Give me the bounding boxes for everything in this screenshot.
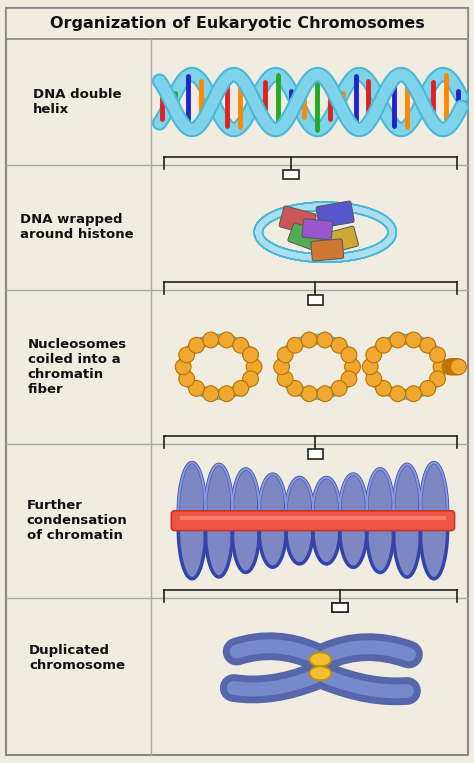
Circle shape	[233, 337, 248, 353]
FancyBboxPatch shape	[288, 223, 323, 251]
Circle shape	[203, 332, 219, 348]
Text: Nucleosomes
coiled into a
chromatin
fiber: Nucleosomes coiled into a chromatin fibe…	[27, 338, 127, 396]
Circle shape	[420, 337, 436, 353]
Bar	[6, 8, 468, 40]
Circle shape	[203, 386, 219, 401]
Circle shape	[189, 381, 204, 396]
Circle shape	[430, 347, 446, 362]
Circle shape	[287, 337, 303, 353]
Circle shape	[362, 359, 378, 375]
Circle shape	[447, 359, 462, 375]
Circle shape	[341, 371, 357, 387]
Circle shape	[277, 371, 293, 387]
FancyBboxPatch shape	[302, 219, 333, 240]
Circle shape	[219, 332, 234, 348]
Text: Organization of Eukaryotic Chromosomes: Organization of Eukaryotic Chromosomes	[50, 16, 424, 31]
Circle shape	[451, 359, 466, 375]
Polygon shape	[259, 474, 286, 513]
Polygon shape	[313, 527, 340, 564]
Circle shape	[317, 332, 333, 348]
Circle shape	[233, 381, 248, 396]
Circle shape	[420, 381, 436, 396]
Circle shape	[179, 347, 194, 362]
Circle shape	[406, 332, 421, 348]
Text: Further
condensation
of chromatin: Further condensation of chromatin	[27, 499, 128, 542]
Text: DNA wrapped
around histone: DNA wrapped around histone	[20, 214, 134, 241]
Circle shape	[243, 347, 258, 362]
Circle shape	[331, 381, 347, 396]
FancyBboxPatch shape	[321, 226, 358, 254]
Bar	[332, 603, 348, 613]
Circle shape	[301, 332, 317, 348]
Circle shape	[287, 381, 303, 396]
Polygon shape	[232, 469, 260, 513]
Circle shape	[366, 371, 382, 387]
Ellipse shape	[310, 666, 331, 680]
FancyBboxPatch shape	[172, 511, 455, 530]
Bar	[308, 449, 323, 459]
Bar	[332, 603, 348, 613]
Circle shape	[366, 347, 382, 362]
Bar	[283, 169, 299, 179]
Circle shape	[448, 359, 464, 375]
Polygon shape	[286, 478, 313, 513]
Circle shape	[273, 359, 290, 375]
Circle shape	[445, 359, 461, 375]
Circle shape	[376, 337, 392, 353]
FancyBboxPatch shape	[279, 206, 316, 235]
Polygon shape	[259, 527, 286, 567]
Circle shape	[189, 337, 204, 353]
Circle shape	[442, 359, 458, 375]
Circle shape	[301, 386, 317, 401]
Polygon shape	[366, 527, 394, 572]
FancyBboxPatch shape	[316, 201, 354, 228]
Polygon shape	[286, 527, 313, 564]
Circle shape	[406, 386, 421, 401]
Circle shape	[331, 337, 347, 353]
Polygon shape	[205, 465, 233, 513]
Circle shape	[449, 359, 465, 375]
Polygon shape	[313, 478, 340, 513]
Text: Duplicated
chromosome: Duplicated chromosome	[29, 645, 125, 672]
Polygon shape	[339, 474, 367, 513]
Circle shape	[390, 386, 406, 401]
Circle shape	[444, 359, 460, 375]
Circle shape	[277, 347, 293, 362]
Text: DNA double
helix: DNA double helix	[33, 88, 121, 116]
Bar	[308, 295, 323, 304]
Polygon shape	[339, 527, 367, 568]
Circle shape	[179, 371, 194, 387]
Circle shape	[341, 347, 357, 362]
Polygon shape	[178, 462, 206, 513]
Polygon shape	[393, 465, 421, 513]
Circle shape	[390, 332, 406, 348]
Ellipse shape	[310, 652, 331, 666]
Polygon shape	[393, 527, 421, 577]
Circle shape	[317, 386, 333, 401]
Circle shape	[345, 359, 360, 375]
Polygon shape	[420, 462, 447, 513]
Polygon shape	[205, 527, 233, 577]
Circle shape	[430, 371, 446, 387]
Polygon shape	[232, 527, 260, 572]
Circle shape	[175, 359, 191, 375]
Polygon shape	[366, 469, 394, 513]
Circle shape	[376, 381, 392, 396]
Circle shape	[447, 359, 463, 375]
Circle shape	[433, 359, 449, 375]
Circle shape	[219, 386, 234, 401]
Polygon shape	[178, 527, 206, 579]
Circle shape	[246, 359, 262, 375]
Polygon shape	[420, 527, 447, 579]
Circle shape	[443, 359, 459, 375]
FancyBboxPatch shape	[311, 239, 344, 261]
Circle shape	[243, 371, 258, 387]
